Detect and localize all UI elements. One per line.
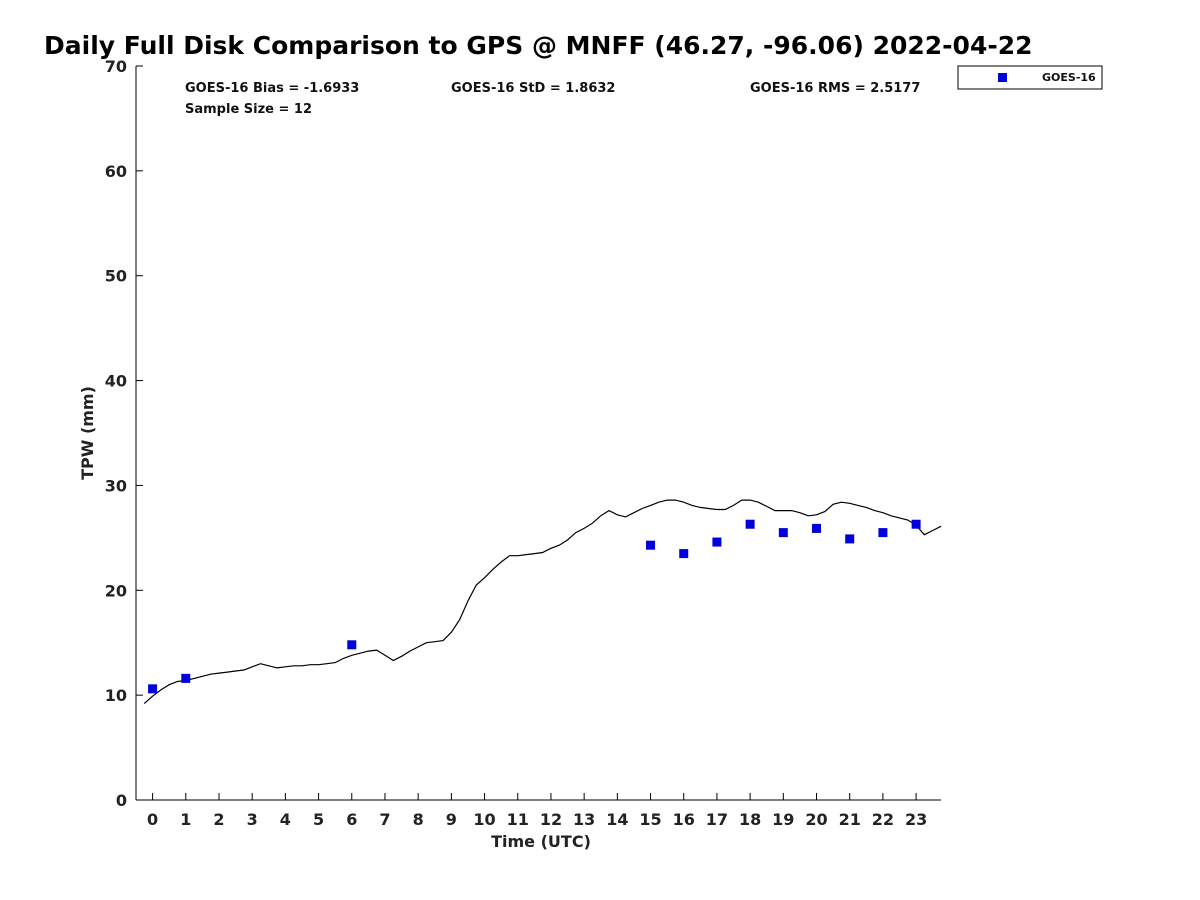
x-tick-label: 3 [247, 810, 258, 829]
goes16-point [845, 534, 855, 544]
legend-label-goes16: GOES-16 [1042, 71, 1096, 84]
goes16-point [878, 528, 888, 538]
x-tick-label: 2 [213, 810, 224, 829]
gps-line [143, 499, 942, 704]
x-tick-label: 1 [180, 810, 191, 829]
x-tick-label: 20 [805, 810, 827, 829]
x-tick-label: 8 [413, 810, 424, 829]
y-tick-label: 10 [105, 686, 127, 705]
y-axis-label: TPW (mm) [78, 386, 97, 480]
x-tick-label: 14 [606, 810, 628, 829]
x-tick-label: 21 [839, 810, 861, 829]
x-tick-label: 16 [673, 810, 695, 829]
sample-size-stat: Sample Size = 12 [185, 102, 312, 117]
goes16-point [745, 519, 755, 529]
x-tick-label: 9 [446, 810, 457, 829]
x-tick-label: 11 [507, 810, 529, 829]
y-tick-label: 60 [105, 162, 127, 181]
x-tick-label: 0 [147, 810, 158, 829]
x-tick-label: 12 [540, 810, 562, 829]
x-tick-label: 19 [772, 810, 794, 829]
goes16-point [148, 684, 158, 694]
x-tick-label: 18 [739, 810, 761, 829]
y-ticks: 0 10 20 30 40 50 60 70 [105, 57, 143, 810]
goes16-points [148, 519, 921, 694]
y-tick-label: 70 [105, 57, 127, 76]
std-stat: GOES-16 StD = 1.8632 [451, 81, 615, 96]
goes16-point [911, 519, 921, 529]
goes16-point [679, 549, 689, 559]
chart-title: Daily Full Disk Comparison to GPS @ MNFF… [44, 31, 1033, 60]
x-axis-label: Time (UTC) [491, 832, 591, 851]
goes16-point [778, 528, 788, 538]
legend: GOES-16 [957, 65, 1103, 90]
x-ticks: 0 1 2 3 4 5 6 7 8 9 10 11 12 13 14 15 16 17 18 19 20 21 22 23 [147, 793, 927, 829]
x-tick-label: 22 [872, 810, 894, 829]
axes [135, 66, 941, 801]
x-tick-label: 10 [473, 810, 495, 829]
x-tick-label: 15 [639, 810, 661, 829]
x-tick-label: 4 [280, 810, 291, 829]
gps-line-series [143, 499, 942, 704]
y-tick-label: 50 [105, 267, 127, 286]
goes16-point [347, 640, 357, 650]
x-tick-label: 17 [706, 810, 728, 829]
legend-marker-goes16 [998, 73, 1007, 82]
x-tick-label: 23 [905, 810, 927, 829]
bias-stat: GOES-16 Bias = -1.6933 [185, 81, 359, 96]
y-tick-label: 30 [105, 476, 127, 495]
goes16-point [181, 673, 191, 683]
goes16-point [712, 537, 722, 547]
y-tick-label: 0 [116, 791, 127, 810]
y-tick-label: 20 [105, 581, 127, 600]
x-tick-label: 13 [573, 810, 595, 829]
x-tick-label: 6 [346, 810, 357, 829]
x-tick-label: 7 [379, 810, 390, 829]
goes16-point [646, 540, 656, 550]
goes16-point [812, 523, 822, 533]
x-tick-label: 5 [313, 810, 324, 829]
y-tick-label: 40 [105, 372, 127, 391]
rms-stat: GOES-16 RMS = 2.5177 [750, 81, 920, 96]
legend-box [957, 65, 1103, 90]
